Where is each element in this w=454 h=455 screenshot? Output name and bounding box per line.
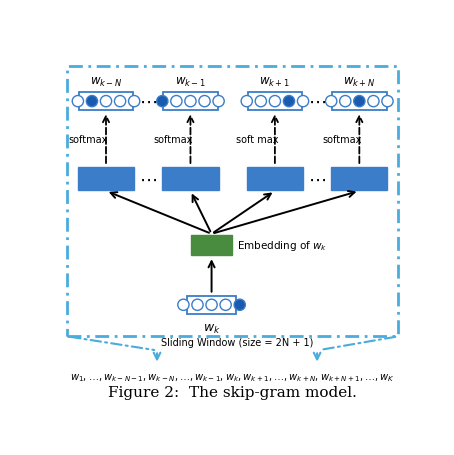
Circle shape xyxy=(368,96,379,107)
Circle shape xyxy=(157,96,168,107)
FancyBboxPatch shape xyxy=(332,93,387,111)
Text: soft max: soft max xyxy=(236,134,279,144)
Circle shape xyxy=(100,96,112,107)
Text: $\cdots$: $\cdots$ xyxy=(139,93,157,111)
Circle shape xyxy=(185,96,196,107)
FancyBboxPatch shape xyxy=(247,93,302,111)
Circle shape xyxy=(340,96,351,107)
Circle shape xyxy=(199,96,210,107)
Circle shape xyxy=(114,96,126,107)
Circle shape xyxy=(72,96,84,107)
Circle shape xyxy=(283,96,295,107)
Circle shape xyxy=(86,96,98,107)
Circle shape xyxy=(354,96,365,107)
Circle shape xyxy=(178,299,189,311)
Circle shape xyxy=(128,96,140,107)
Circle shape xyxy=(297,96,309,107)
Text: $w_{k-1}$: $w_{k-1}$ xyxy=(175,76,206,89)
FancyBboxPatch shape xyxy=(67,67,398,337)
Text: $\cdots$: $\cdots$ xyxy=(139,170,157,188)
FancyBboxPatch shape xyxy=(187,296,236,314)
Circle shape xyxy=(171,96,182,107)
Circle shape xyxy=(192,299,203,311)
Text: $w_{k+N}$: $w_{k+N}$ xyxy=(343,76,375,89)
Text: Figure 2:  The skip-gram model.: Figure 2: The skip-gram model. xyxy=(108,384,357,399)
Text: $w_{k+1}$: $w_{k+1}$ xyxy=(259,76,291,89)
Text: $w_{k-N}$: $w_{k-N}$ xyxy=(90,76,122,89)
FancyBboxPatch shape xyxy=(163,93,218,111)
FancyBboxPatch shape xyxy=(78,167,134,190)
Text: $w_k$: $w_k$ xyxy=(203,322,220,335)
FancyBboxPatch shape xyxy=(79,93,133,111)
Circle shape xyxy=(234,299,245,311)
Circle shape xyxy=(220,299,231,311)
Text: $\cdots$: $\cdots$ xyxy=(308,93,326,111)
FancyBboxPatch shape xyxy=(163,167,219,190)
Text: softmax: softmax xyxy=(322,134,361,144)
Circle shape xyxy=(255,96,266,107)
Text: $w_1, \ldots, w_{k-N-1}, w_{k-N}, \ldots, w_{k-1}, w_k, w_{k+1},\ldots,w_{k+N}, : $w_1, \ldots, w_{k-N-1}, w_{k-N}, \ldots… xyxy=(70,371,395,383)
Circle shape xyxy=(269,96,281,107)
FancyBboxPatch shape xyxy=(247,167,303,190)
Text: Sliding Window (size = 2N + 1): Sliding Window (size = 2N + 1) xyxy=(161,337,313,347)
Text: $\cdots$: $\cdots$ xyxy=(308,170,326,188)
Circle shape xyxy=(206,299,217,311)
Circle shape xyxy=(241,96,252,107)
FancyBboxPatch shape xyxy=(191,235,232,256)
Text: softmax: softmax xyxy=(69,134,108,144)
Circle shape xyxy=(326,96,337,107)
Text: softmax: softmax xyxy=(153,134,192,144)
Circle shape xyxy=(382,96,393,107)
Text: Embedding of $w_k$: Embedding of $w_k$ xyxy=(237,238,327,253)
FancyBboxPatch shape xyxy=(331,167,388,190)
Circle shape xyxy=(213,96,224,107)
